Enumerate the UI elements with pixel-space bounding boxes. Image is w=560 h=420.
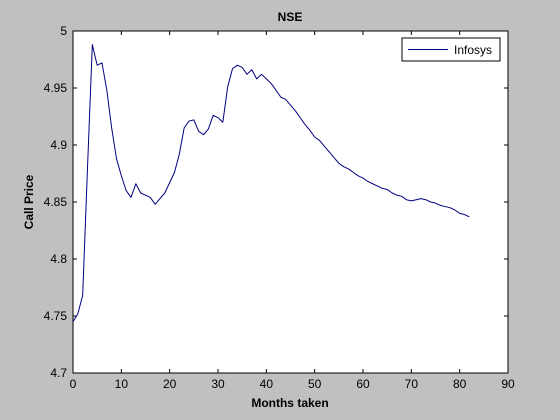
x-tick-label: 90 [501,377,515,391]
x-axis-label: Months taken [251,396,328,410]
chart-title: NSE [278,10,303,24]
x-tick-label: 60 [356,377,370,391]
series-lines [72,44,470,322]
y-tick-label: 4.7 [50,366,67,380]
x-tick-label: 70 [405,377,419,391]
x-tick-label: 0 [70,377,77,391]
y-tick-label: 4.8 [50,252,67,266]
x-tick-label: 20 [163,377,177,391]
legend-label: Infosys [454,43,492,57]
series-line-infosys [72,44,470,322]
y-tick-label: 5 [60,24,67,38]
y-tick-label: 4.75 [44,309,68,323]
legend-box [401,37,501,62]
axis-ticks: 0 10 20 30 40 50 60 70 80 90 4.7 4.75 4.8 4.85 4.9 4.95… [44,24,515,391]
legend[interactable]: Infosys [401,37,501,62]
plot-area [72,30,509,374]
x-tick-label: 40 [260,377,274,391]
y-tick-label: 4.85 [44,195,68,209]
x-tick-label: 10 [115,377,129,391]
x-tick-label: 80 [453,377,467,391]
y-tick-label: 4.95 [44,81,68,95]
y-axis-label: Call Price [22,174,36,229]
x-tick-label: 50 [308,377,322,391]
x-tick-label: 30 [211,377,225,391]
y-tick-label: 4.9 [50,138,67,152]
